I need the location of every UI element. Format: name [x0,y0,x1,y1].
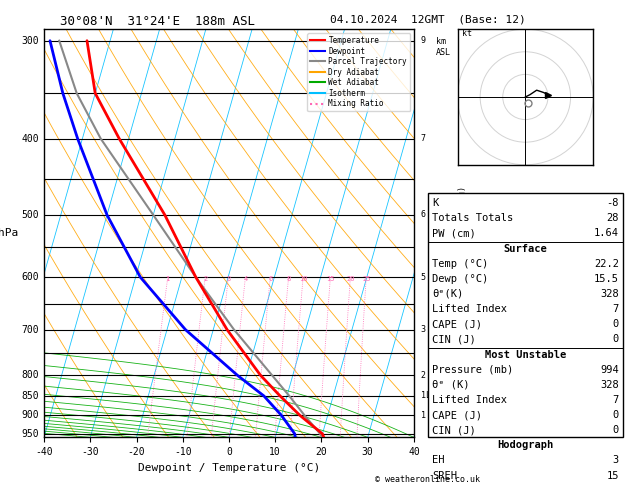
Text: 28: 28 [606,213,619,223]
Text: kt: kt [462,29,472,38]
Text: 1: 1 [421,411,426,420]
Text: Dewp (°C): Dewp (°C) [432,274,488,284]
Text: 7: 7 [613,304,619,314]
Text: 6: 6 [268,276,272,282]
X-axis label: Dewpoint / Temperature (°C): Dewpoint / Temperature (°C) [138,463,320,473]
Text: Totals Totals: Totals Totals [432,213,513,223]
Text: 9: 9 [421,36,426,45]
Text: θᵉ (K): θᵉ (K) [432,380,469,390]
Text: hPa: hPa [0,228,18,238]
Text: 7: 7 [613,395,619,405]
Text: Pressure (mb): Pressure (mb) [432,364,513,375]
Legend: Temperature, Dewpoint, Parcel Trajectory, Dry Adiabat, Wet Adiabat, Isotherm, Mi: Temperature, Dewpoint, Parcel Trajectory… [307,33,410,111]
FancyBboxPatch shape [428,193,623,437]
Text: © weatheronline.co.uk: © weatheronline.co.uk [376,474,480,484]
Text: Most Unstable: Most Unstable [485,349,566,360]
Text: 6: 6 [421,210,426,220]
Text: 400: 400 [22,134,40,144]
Text: 0: 0 [613,319,619,329]
Text: 3: 3 [613,455,619,466]
Text: PW (cm): PW (cm) [432,228,476,239]
Text: CAPE (J): CAPE (J) [432,319,482,329]
Text: Surface: Surface [503,243,547,254]
Text: 30°08'N  31°24'E  188m ASL: 30°08'N 31°24'E 188m ASL [60,15,255,28]
Text: Mixing Ratio (g/kg): Mixing Ratio (g/kg) [459,186,467,281]
Text: 8: 8 [286,276,291,282]
Text: Hodograph: Hodograph [498,440,554,451]
Text: km
ASL: km ASL [436,37,451,57]
Text: CIN (J): CIN (J) [432,334,476,345]
Text: EH: EH [432,455,445,466]
Text: 20: 20 [346,276,355,282]
Text: 2: 2 [203,276,208,282]
Text: 850: 850 [22,391,40,401]
Text: 7: 7 [421,134,426,143]
Text: 04.10.2024  12GMT  (Base: 12): 04.10.2024 12GMT (Base: 12) [330,15,526,25]
Text: 15.5: 15.5 [594,274,619,284]
Text: 3: 3 [226,276,230,282]
Text: 600: 600 [22,272,40,282]
Text: Temp (°C): Temp (°C) [432,259,488,269]
Text: CAPE (J): CAPE (J) [432,410,482,420]
Text: 1LCL: 1LCL [421,391,441,400]
Text: 25: 25 [362,276,370,282]
Text: 900: 900 [22,410,40,420]
Text: 4: 4 [243,276,248,282]
Text: θᵉ(K): θᵉ(K) [432,289,463,299]
Text: 15: 15 [606,470,619,481]
Text: 1: 1 [165,276,170,282]
Text: 328: 328 [600,380,619,390]
Text: 22.2: 22.2 [594,259,619,269]
Text: 950: 950 [22,429,40,439]
Text: 0: 0 [613,410,619,420]
Text: Lifted Index: Lifted Index [432,304,507,314]
Text: 0: 0 [613,334,619,345]
Text: Lifted Index: Lifted Index [432,395,507,405]
Text: 500: 500 [22,210,40,220]
Text: CIN (J): CIN (J) [432,425,476,435]
Text: 994: 994 [600,364,619,375]
Text: 328: 328 [600,289,619,299]
Text: 1.64: 1.64 [594,228,619,239]
Text: K: K [432,198,438,208]
Text: 0: 0 [613,425,619,435]
Text: 10: 10 [299,276,308,282]
Text: 700: 700 [22,325,40,335]
Text: 3: 3 [421,325,426,334]
Text: 2: 2 [421,371,426,380]
Text: SREH: SREH [432,470,457,481]
Text: 15: 15 [326,276,335,282]
Text: 300: 300 [22,36,40,46]
Text: 800: 800 [22,370,40,380]
Text: 5: 5 [421,273,426,281]
Text: -8: -8 [606,198,619,208]
